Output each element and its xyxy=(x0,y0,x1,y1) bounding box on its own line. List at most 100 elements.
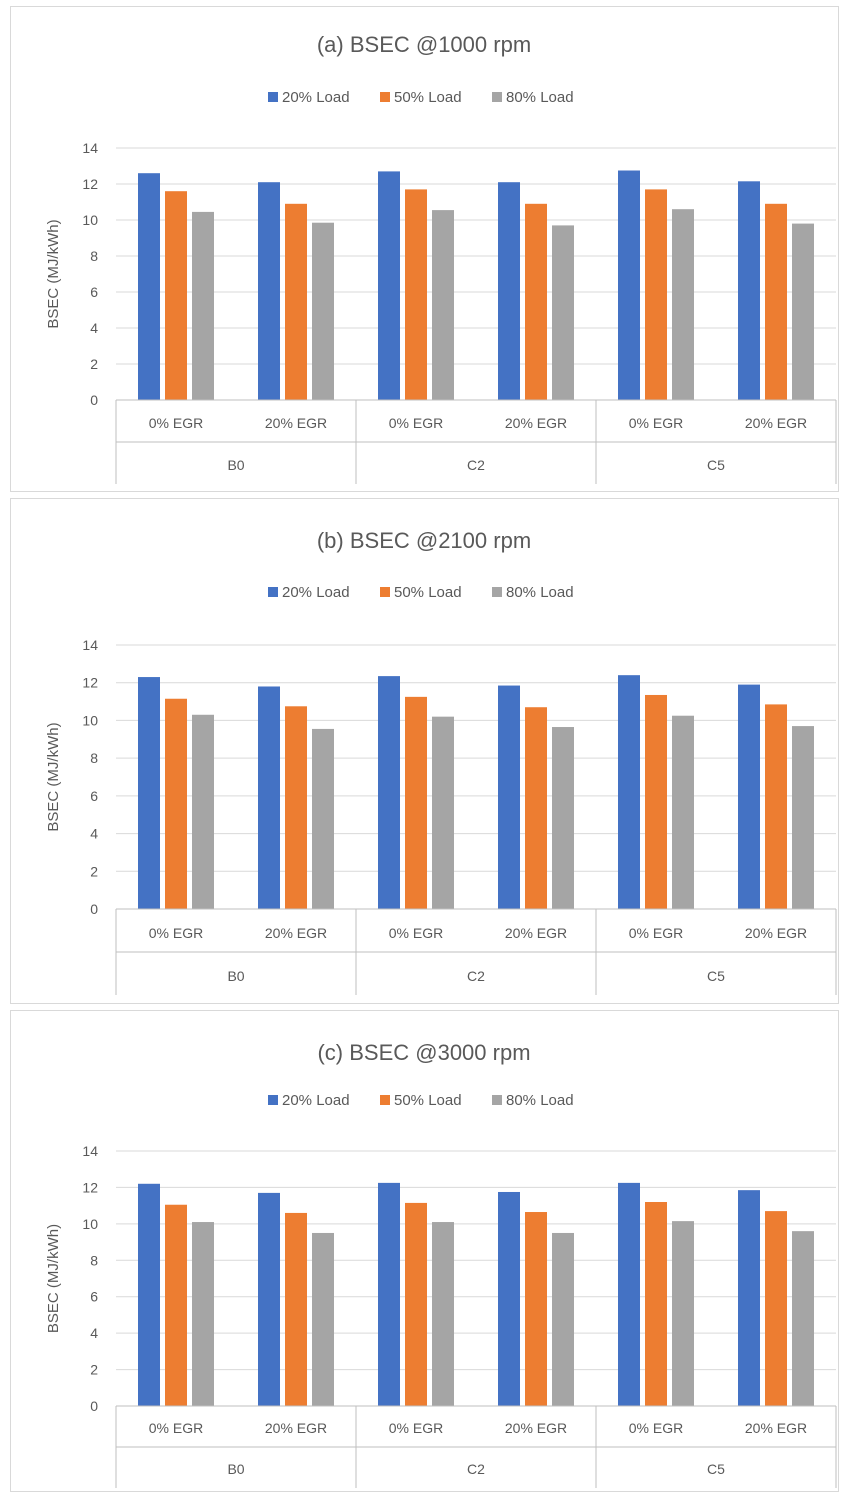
chart-panel-3: (c) BSEC @3000 rpm 20% Load 50% Load 80% Lo… xyxy=(10,1010,839,1492)
bar xyxy=(765,203,787,400)
legend-label: 50% Load xyxy=(394,1092,462,1109)
legend-swatch xyxy=(380,92,390,102)
bar xyxy=(312,1232,334,1406)
x-group-label: C2 xyxy=(467,1461,485,1477)
y-tick-label: 0 xyxy=(90,392,98,408)
x-tick-label: 20% EGR xyxy=(505,415,567,431)
legend-swatch xyxy=(492,92,502,102)
y-tick-label: 8 xyxy=(90,750,98,766)
y-tick-label: 2 xyxy=(90,863,98,879)
x-tick-label: 20% EGR xyxy=(265,415,327,431)
bar xyxy=(765,1211,787,1406)
y-tick-label: 12 xyxy=(82,1179,98,1195)
y-axis-label: BSEC (MJ/kWh) xyxy=(45,219,62,328)
x-tick-label: 0% EGR xyxy=(389,1420,443,1436)
bar xyxy=(378,676,400,909)
bar xyxy=(792,726,814,909)
bar xyxy=(645,1202,667,1406)
y-tick-label: 8 xyxy=(90,1252,98,1268)
x-tick-label: 0% EGR xyxy=(149,415,203,431)
bar xyxy=(525,1212,547,1406)
bar xyxy=(738,1190,760,1406)
x-tick-label: 0% EGR xyxy=(389,415,443,431)
x-tick-label: 0% EGR xyxy=(629,415,683,431)
legend-label: 20% Load xyxy=(282,89,350,106)
bar xyxy=(618,1182,640,1406)
x-group-label: C5 xyxy=(707,968,725,984)
bar xyxy=(645,189,667,400)
legend-swatch xyxy=(492,587,502,597)
bar xyxy=(672,209,694,400)
x-group-label: C2 xyxy=(467,457,485,473)
legend-swatch xyxy=(268,92,278,102)
bar xyxy=(432,210,454,400)
x-tick-label: 0% EGR xyxy=(149,925,203,941)
legend-label: 50% Load xyxy=(394,89,462,106)
bar xyxy=(258,1192,280,1406)
legend-label: 80% Load xyxy=(506,1092,574,1109)
chart-title: (c) BSEC @3000 rpm xyxy=(317,1040,530,1065)
y-tick-label: 2 xyxy=(90,1362,98,1378)
y-tick-label: 14 xyxy=(82,1143,98,1159)
bar xyxy=(498,1191,520,1406)
bar xyxy=(738,181,760,400)
bar xyxy=(165,191,187,400)
bar xyxy=(138,1183,160,1406)
x-tick-label: 20% EGR xyxy=(505,1420,567,1436)
bar xyxy=(312,222,334,400)
x-group-label: C5 xyxy=(707,1461,725,1477)
legend-label: 80% Load xyxy=(506,584,574,601)
bar xyxy=(378,171,400,400)
y-tick-label: 4 xyxy=(90,1325,98,1341)
bar xyxy=(432,716,454,909)
bar xyxy=(165,1204,187,1406)
x-group-label: B0 xyxy=(227,1461,244,1477)
legend-swatch xyxy=(268,1095,278,1105)
y-tick-label: 12 xyxy=(82,675,98,691)
chart-title: (a) BSEC @1000 rpm xyxy=(317,32,531,57)
bar xyxy=(525,203,547,400)
x-tick-label: 20% EGR xyxy=(505,925,567,941)
x-tick-label: 0% EGR xyxy=(149,1420,203,1436)
bar xyxy=(285,1212,307,1406)
bar xyxy=(378,1182,400,1406)
bar xyxy=(405,696,427,909)
chart-panel-2: (b) BSEC @2100 rpm 20% Load 50% Load 80% Lo… xyxy=(10,498,839,1004)
x-group-label: C5 xyxy=(707,457,725,473)
y-tick-label: 6 xyxy=(90,284,98,300)
x-tick-label: 0% EGR xyxy=(629,1420,683,1436)
chart-panel-1: (a) BSEC @1000 rpm 20% Load 50% Load 80% Lo… xyxy=(10,6,839,492)
bar xyxy=(405,1202,427,1406)
chart-title: (b) BSEC @2100 rpm xyxy=(317,528,531,553)
bar xyxy=(432,1222,454,1406)
x-group-label: B0 xyxy=(227,457,244,473)
legend-label: 50% Load xyxy=(394,584,462,601)
bar xyxy=(285,706,307,909)
x-group-label: B0 xyxy=(227,968,244,984)
bar xyxy=(405,189,427,400)
x-tick-label: 20% EGR xyxy=(265,1420,327,1436)
x-group-label: C2 xyxy=(467,968,485,984)
bar xyxy=(792,1231,814,1406)
y-tick-label: 4 xyxy=(90,320,98,336)
bar xyxy=(792,223,814,400)
bar xyxy=(552,1232,574,1406)
y-tick-label: 6 xyxy=(90,1289,98,1305)
x-tick-label: 0% EGR xyxy=(389,925,443,941)
y-tick-label: 0 xyxy=(90,1398,98,1414)
legend-swatch xyxy=(380,1095,390,1105)
legend-swatch xyxy=(268,587,278,597)
x-tick-label: 20% EGR xyxy=(265,925,327,941)
x-tick-label: 20% EGR xyxy=(745,1420,807,1436)
x-tick-label: 0% EGR xyxy=(629,925,683,941)
bar xyxy=(258,182,280,400)
y-tick-label: 12 xyxy=(82,176,98,192)
bar xyxy=(618,170,640,400)
x-tick-label: 20% EGR xyxy=(745,415,807,431)
bar xyxy=(618,675,640,909)
bar xyxy=(498,182,520,400)
bar xyxy=(645,694,667,909)
bar xyxy=(525,707,547,909)
legend-label: 20% Load xyxy=(282,584,350,601)
